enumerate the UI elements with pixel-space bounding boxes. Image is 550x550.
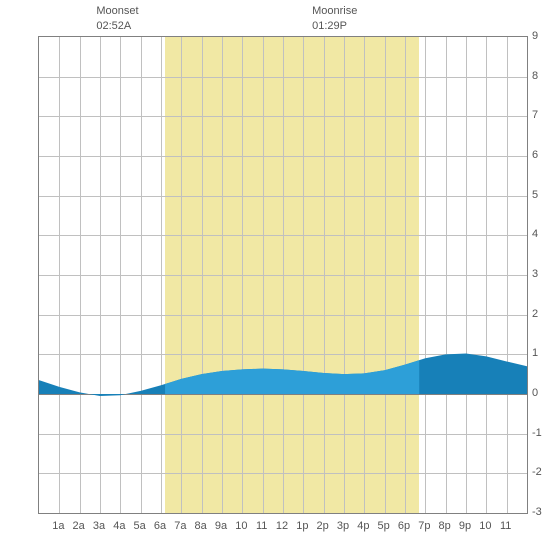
- xtick: 3p: [337, 520, 349, 532]
- ytick: -2: [532, 466, 542, 478]
- tide-chart: Moonset 02:52A Moonrise 01:29P -3-2-1012…: [0, 0, 550, 550]
- ytick: 3: [532, 268, 538, 280]
- xtick: 9p: [459, 520, 471, 532]
- ytick: 5: [532, 189, 538, 201]
- ytick: 7: [532, 109, 538, 121]
- xtick: 11: [500, 520, 511, 532]
- xtick: 12: [276, 520, 288, 532]
- xtick: 1a: [52, 520, 64, 532]
- xtick: 3a: [93, 520, 105, 532]
- moonset-title: Moonset: [96, 5, 138, 17]
- tide-fill-day: [165, 360, 419, 394]
- ytick: 2: [532, 308, 538, 320]
- tide-area: [39, 37, 527, 513]
- xtick: 6a: [154, 520, 166, 532]
- ytick: 6: [532, 149, 538, 161]
- moonset-label: Moonset 02:52A: [96, 4, 138, 34]
- xtick: 10: [479, 520, 491, 532]
- moonrise-time: 01:29P: [312, 20, 347, 32]
- moonset-time: 02:52A: [96, 20, 131, 32]
- xtick: 5a: [134, 520, 146, 532]
- xtick: 8p: [439, 520, 451, 532]
- xtick: 2a: [73, 520, 85, 532]
- ytick: -1: [532, 427, 542, 439]
- xtick: 4a: [113, 520, 125, 532]
- ytick: 0: [532, 387, 538, 399]
- moonrise-label: Moonrise 01:29P: [312, 4, 357, 34]
- ytick: 4: [532, 228, 538, 240]
- xtick: 1p: [296, 520, 308, 532]
- plot-area: [38, 36, 528, 514]
- xtick: 8a: [195, 520, 207, 532]
- xtick: 2p: [317, 520, 329, 532]
- xtick: 10: [235, 520, 247, 532]
- xtick: 11: [256, 520, 267, 532]
- xtick: 7a: [174, 520, 186, 532]
- xtick: 9a: [215, 520, 227, 532]
- ytick: -3: [532, 506, 542, 518]
- ytick: 8: [532, 70, 538, 82]
- xtick: 5p: [378, 520, 390, 532]
- ytick: 1: [532, 347, 538, 359]
- moonrise-title: Moonrise: [312, 5, 357, 17]
- ytick: 9: [532, 30, 538, 42]
- xtick: 4p: [357, 520, 369, 532]
- xtick: 7p: [418, 520, 430, 532]
- xtick: 6p: [398, 520, 410, 532]
